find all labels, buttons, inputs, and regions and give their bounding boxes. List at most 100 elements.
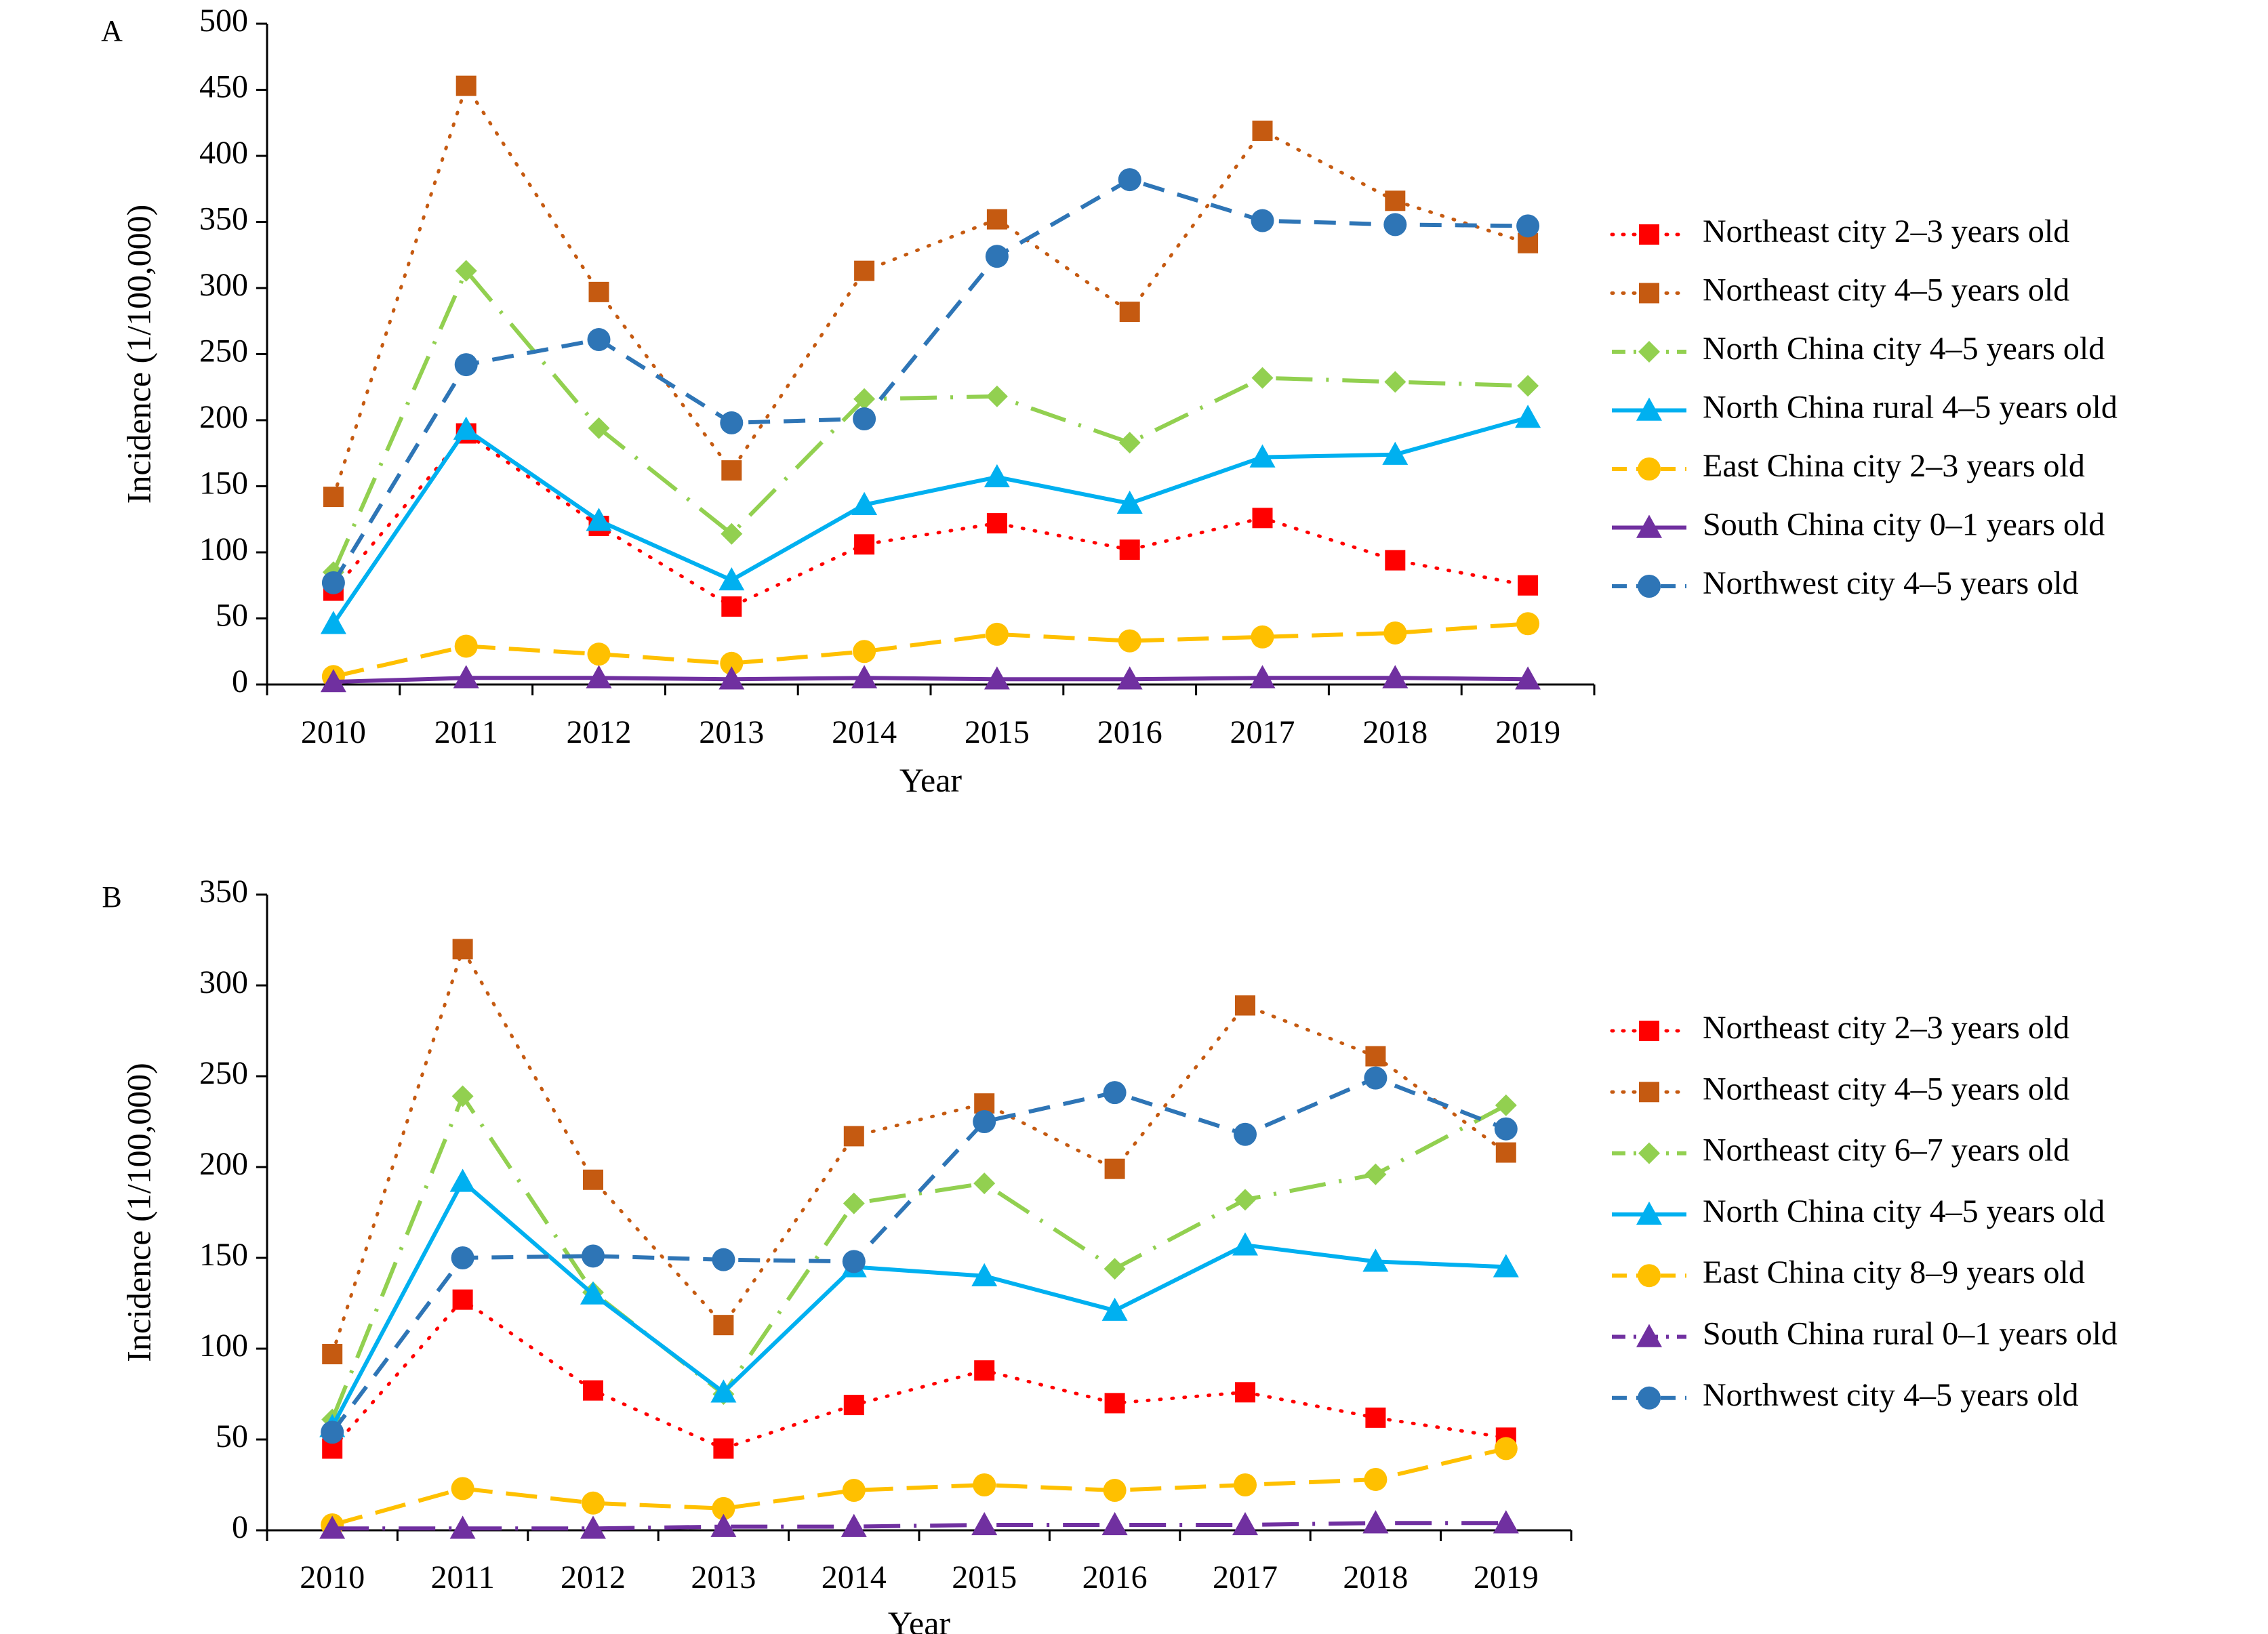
- data-point: [586, 508, 612, 531]
- series-line: [330, 1298, 1508, 1450]
- legend-label: Northeast city 2–3 years old: [1703, 1010, 2069, 1046]
- data-point: [985, 245, 1009, 268]
- data-point: [1518, 575, 1539, 596]
- data-point: [842, 1250, 866, 1273]
- data-point: [1382, 665, 1409, 689]
- data-point: [1364, 1163, 1387, 1185]
- y-axis-title: Incidence (1/100,000): [119, 1063, 157, 1362]
- legend-entry: North China city 4–5 years old: [1612, 331, 2105, 367]
- legend-label: Northeast city 6–7 years old: [1703, 1132, 2069, 1168]
- legend-swatch-marker: [1636, 1201, 1662, 1225]
- data-point: [587, 328, 611, 352]
- data-point: [1495, 1094, 1517, 1116]
- series-1: [323, 423, 1539, 617]
- data-point: [454, 353, 478, 377]
- data-point: [721, 523, 743, 545]
- legend-swatch-marker: [1639, 1082, 1659, 1103]
- data-point: [1251, 625, 1274, 649]
- data-point: [1118, 432, 1141, 454]
- data-point: [974, 1360, 995, 1381]
- legend-swatch-marker: [1636, 514, 1662, 538]
- series-line: [330, 947, 1508, 1356]
- legend-label: North China city 4–5 years old: [1703, 1193, 2105, 1229]
- x-tick-label: 2018: [1362, 714, 1427, 750]
- data-point: [1362, 1248, 1389, 1272]
- series-5: [321, 1437, 1518, 1536]
- series-2: [323, 75, 1539, 508]
- data-point: [580, 1281, 606, 1305]
- data-point: [984, 666, 1010, 690]
- series-line: [331, 268, 1528, 573]
- data-point: [710, 1513, 737, 1537]
- data-point: [320, 669, 346, 693]
- data-point: [1104, 1393, 1125, 1414]
- legend-label: South China city 0–1 years old: [1703, 507, 2105, 543]
- data-point: [1104, 1158, 1125, 1179]
- data-point: [853, 388, 876, 410]
- data-point: [1103, 1081, 1127, 1105]
- y-tick-label: 300: [199, 267, 248, 303]
- data-point: [320, 611, 346, 634]
- data-point: [986, 209, 1007, 230]
- y-tick-label: 200: [199, 399, 248, 435]
- data-point: [718, 666, 745, 690]
- y-tick-label: 50: [216, 1418, 248, 1454]
- data-point: [1493, 1510, 1519, 1534]
- series-line: [331, 178, 1528, 584]
- series-line: [331, 1446, 1507, 1527]
- legend-swatch-marker: [1638, 341, 1660, 363]
- x-tick-label: 2016: [1082, 1559, 1148, 1595]
- x-tick-label: 2013: [691, 1559, 756, 1595]
- x-tick-label: 2010: [301, 714, 366, 750]
- y-tick-label: 350: [199, 201, 248, 237]
- legend-entry: East China city 8–9 years old: [1612, 1254, 2085, 1290]
- data-point: [1232, 1511, 1258, 1536]
- x-tick-label: 2012: [567, 714, 632, 750]
- y-axis-title: Incidence (1/100,000): [119, 205, 157, 504]
- legend-swatch-marker: [1639, 224, 1659, 245]
- legend-entry: South China rural 0–1 years old: [1612, 1316, 2118, 1352]
- data-point: [853, 407, 876, 431]
- data-point: [843, 1395, 864, 1416]
- series-1: [322, 1289, 1516, 1459]
- data-point: [986, 513, 1007, 534]
- series-6: [319, 1510, 1519, 1539]
- legend-entry: Northeast city 6–7 years old: [1612, 1132, 2069, 1168]
- data-point: [712, 1496, 735, 1520]
- data-point: [842, 1479, 866, 1503]
- y-tick-label: 350: [199, 874, 248, 910]
- legend-entry: East China city 2–3 years old: [1612, 448, 2085, 484]
- data-point: [1383, 621, 1407, 645]
- data-point: [1234, 1473, 1257, 1496]
- data-point: [582, 1491, 605, 1515]
- panel-label: B: [102, 880, 121, 914]
- data-point: [452, 939, 473, 960]
- data-point: [1235, 995, 1255, 1016]
- legend-entry: Northeast city 4–5 years old: [1610, 272, 2069, 308]
- legend-label: East China city 8–9 years old: [1703, 1254, 2085, 1290]
- data-point: [1234, 1122, 1257, 1146]
- data-point: [1383, 213, 1407, 237]
- x-tick-label: 2016: [1097, 714, 1162, 750]
- data-point: [449, 1168, 476, 1192]
- data-point: [854, 260, 875, 281]
- data-point: [973, 1473, 996, 1496]
- x-axis-title: Year: [888, 1604, 950, 1634]
- series-3: [322, 260, 1539, 584]
- legend-swatch-marker: [1638, 457, 1661, 481]
- data-point: [971, 1263, 998, 1286]
- series-line: [330, 1094, 1507, 1421]
- y-tick-label: 150: [199, 1237, 248, 1273]
- data-point: [1251, 367, 1274, 389]
- panel-label: A: [101, 14, 123, 47]
- data-point: [710, 1379, 737, 1403]
- data-point: [1364, 1066, 1388, 1090]
- legend-swatch-marker: [1636, 397, 1662, 421]
- series-2: [322, 939, 1516, 1365]
- series-line: [333, 621, 1528, 679]
- data-point: [319, 1515, 346, 1539]
- y-tick-label: 100: [199, 531, 248, 567]
- data-point: [1251, 209, 1274, 232]
- x-tick-label: 2018: [1343, 1559, 1408, 1595]
- x-tick-label: 2013: [699, 714, 764, 750]
